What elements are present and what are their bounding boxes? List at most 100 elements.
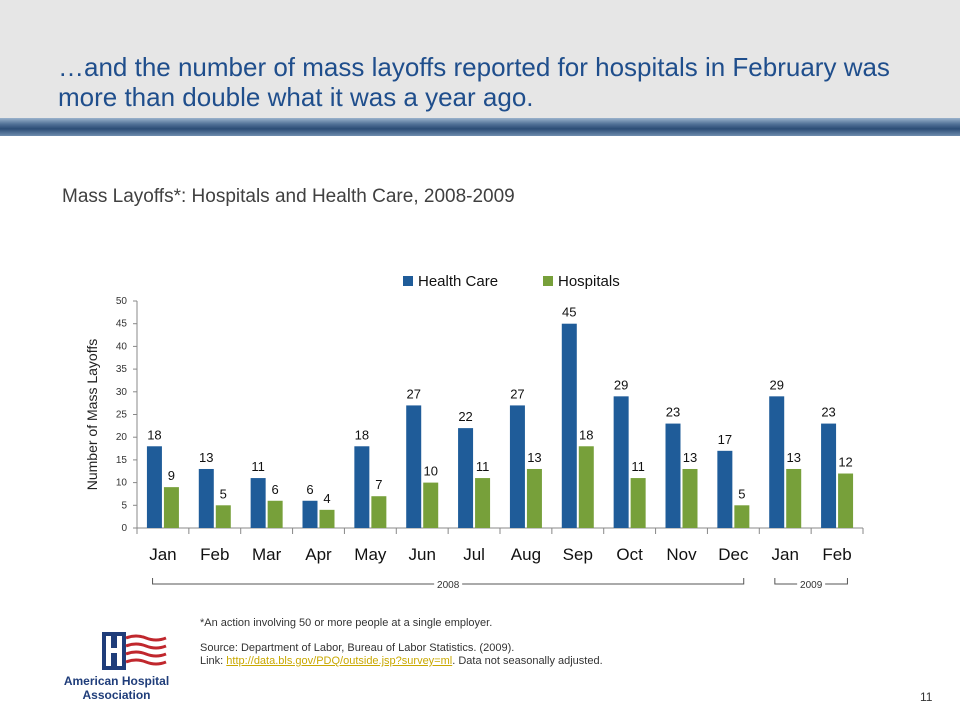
- data-label: 11: [251, 459, 265, 474]
- x-tick-label: Dec: [718, 545, 749, 564]
- data-label: 13: [786, 450, 800, 465]
- bar-hospitals: [267, 500, 283, 528]
- data-label: 27: [406, 386, 420, 401]
- data-label: 18: [147, 427, 161, 442]
- year-bracket-right: [825, 578, 848, 585]
- data-label: 11: [476, 459, 490, 474]
- bar-hospitals: [475, 478, 491, 528]
- x-tick-label: Apr: [305, 545, 332, 564]
- data-label: 23: [821, 405, 835, 420]
- data-label: 4: [323, 491, 330, 506]
- data-label: 18: [579, 427, 593, 442]
- y-tick-label: 25: [116, 410, 128, 421]
- bar-health-care: [146, 446, 162, 528]
- link-line: Link: http://data.bls.gov/PDQ/outside.js…: [200, 655, 603, 668]
- y-tick-label: 45: [116, 319, 128, 330]
- data-label: 7: [375, 477, 382, 492]
- data-label: 13: [683, 450, 697, 465]
- bar-hospitals: [578, 446, 594, 528]
- page-number: 11: [920, 690, 933, 704]
- y-tick-label: 0: [121, 523, 127, 534]
- x-tick-label: May: [354, 545, 387, 564]
- data-label: 12: [838, 455, 852, 470]
- data-label: 29: [614, 377, 628, 392]
- bar-health-care: [302, 500, 318, 528]
- legend-swatch-health-care: [403, 276, 413, 286]
- x-tick-label: Jun: [409, 545, 436, 564]
- x-tick-label: Jan: [772, 545, 799, 564]
- bar-hospitals: [786, 468, 802, 528]
- bar-hospitals: [682, 468, 698, 528]
- bar-health-care: [509, 405, 525, 528]
- year-bracket-left: [774, 578, 798, 585]
- data-label: 27: [510, 386, 524, 401]
- bar-hospitals: [423, 482, 439, 528]
- data-label: 6: [306, 482, 313, 497]
- x-tick-label: Sep: [563, 545, 593, 564]
- chart-title: Mass Layoffs*: Hospitals and Health Care…: [62, 186, 515, 207]
- bar-hospitals: [319, 509, 335, 528]
- bar-health-care: [769, 396, 785, 528]
- bar-hospitals: [163, 487, 179, 528]
- bls-link[interactable]: http://data.bls.gov/PDQ/outside.jsp?surv…: [226, 655, 453, 667]
- x-tick-label: Jul: [463, 545, 485, 564]
- data-label: 9: [168, 468, 175, 483]
- bar-hospitals: [838, 473, 854, 528]
- bar-hospitals: [215, 505, 231, 528]
- x-tick-label: Aug: [511, 545, 541, 564]
- x-tick-label: Feb: [822, 545, 851, 564]
- slide-title: …and the number of mass layoffs reported…: [58, 52, 890, 112]
- link-suffix: . Data not seasonally adjusted.: [452, 655, 603, 667]
- x-tick-label: Nov: [666, 545, 697, 564]
- year-bracket-right: [462, 578, 745, 585]
- aha-logo: American Hospital Association: [54, 630, 179, 710]
- bar-health-care: [561, 323, 577, 528]
- data-label: 18: [355, 427, 369, 442]
- data-label: 10: [423, 464, 437, 479]
- y-tick-label: 5: [121, 500, 127, 511]
- year-label: 2009: [800, 580, 823, 591]
- bar-hospitals: [526, 468, 542, 528]
- bar-hospitals: [630, 478, 646, 528]
- source-note: Source: Department of Labor, Bureau of L…: [200, 642, 603, 668]
- source-line: Source: Department of Labor, Bureau of L…: [200, 642, 515, 654]
- year-label: 2008: [437, 580, 460, 591]
- year-bracket-left: [152, 578, 435, 585]
- legend-label-health-care: Health Care: [418, 273, 498, 290]
- data-label: 29: [769, 377, 783, 392]
- data-label: 5: [220, 486, 227, 501]
- data-label: 13: [199, 450, 213, 465]
- x-tick-label: Oct: [616, 545, 643, 564]
- x-tick-label: Mar: [252, 545, 282, 564]
- y-tick-label: 15: [116, 455, 128, 466]
- bar-health-care: [406, 405, 422, 528]
- bar-health-care: [458, 428, 474, 528]
- header-band: [0, 0, 960, 118]
- bar-health-care: [354, 446, 370, 528]
- bar-hospitals: [734, 505, 750, 528]
- y-axis-label: Number of Mass Layoffs: [84, 339, 100, 490]
- y-tick-label: 10: [116, 478, 128, 489]
- data-label: 17: [718, 432, 732, 447]
- y-tick-label: 40: [116, 341, 128, 352]
- footnote: *An action involving 50 or more people a…: [200, 617, 493, 629]
- data-label: 22: [458, 409, 472, 424]
- x-tick-label: Jan: [149, 545, 176, 564]
- bar-health-care: [821, 423, 837, 528]
- logo-line-2: Association: [82, 688, 151, 702]
- legend-swatch-hospitals: [543, 276, 553, 286]
- y-tick-label: 35: [116, 364, 128, 375]
- y-tick-label: 50: [116, 296, 128, 307]
- logo-line-1: American Hospital: [63, 674, 170, 688]
- bar-health-care: [198, 468, 214, 528]
- bar-health-care: [665, 423, 681, 528]
- bar-health-care: [613, 396, 629, 528]
- data-label: 23: [666, 405, 680, 420]
- bar-health-care: [717, 450, 733, 528]
- legend-label-hospitals: Hospitals: [558, 273, 620, 290]
- y-tick-label: 20: [116, 432, 128, 443]
- data-label: 6: [272, 482, 279, 497]
- y-tick-label: 30: [116, 387, 128, 398]
- data-label: 5: [738, 486, 745, 501]
